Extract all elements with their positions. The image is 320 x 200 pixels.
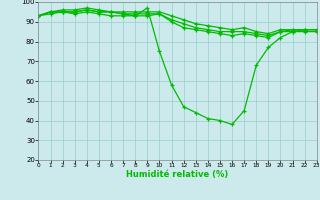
X-axis label: Humidité relative (%): Humidité relative (%): [126, 170, 229, 179]
